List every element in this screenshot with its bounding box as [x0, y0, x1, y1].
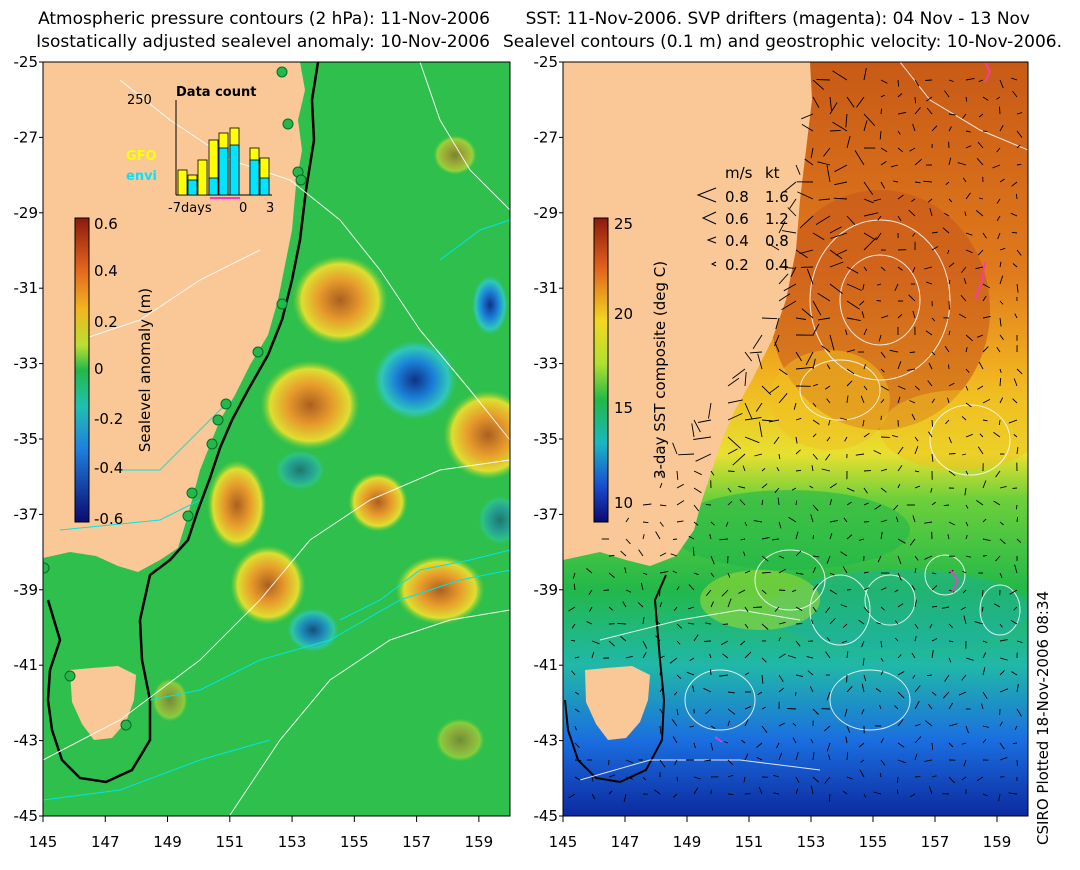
latitude-tick-label: -31: [14, 279, 39, 297]
velocity-legend-kt: 0.4: [765, 256, 789, 274]
longitude-tick-label: 145: [29, 833, 58, 851]
inset-y-tick: 250: [127, 93, 152, 108]
latitude-tick-label: -29: [14, 204, 39, 222]
tide-gauge-markers: [43, 66, 307, 731]
longitude-tick-label: 153: [797, 833, 826, 851]
latitude-tick-label: -39: [14, 581, 39, 599]
velocity-legend-kt: 1.2: [765, 210, 789, 228]
right-coast-line: [564, 574, 667, 784]
velocity-legend-ms: 0.8: [725, 188, 749, 206]
sst-contours-cyan: [43, 219, 510, 801]
velocity-legend-ms: 0.4: [725, 232, 749, 250]
latitude-tick-label: -35: [534, 430, 559, 448]
velocity-legend-kt: 1.6: [765, 188, 789, 206]
longitude-tick-label: 159: [983, 833, 1012, 851]
sla-tick: -0.2: [94, 410, 123, 428]
longitude-tick-label: 147: [91, 833, 120, 851]
velocity-legend-kt: 0.8: [765, 232, 789, 250]
longitude-tick-label: 155: [340, 833, 369, 851]
left-title-line1: Atmospheric pressure contours (2 hPa): 1…: [38, 9, 490, 29]
velocity-legend-header-kt: kt: [765, 164, 780, 182]
inset-x-tick-zero: 0: [239, 201, 247, 216]
left-land-mainland: [43, 62, 305, 572]
longitude-tick-label: 151: [215, 833, 244, 851]
left-title-line2: Isostatically adjusted sealevel anomaly:…: [36, 32, 490, 52]
sla-tick: 0.4: [94, 262, 118, 280]
left-map: [43, 62, 510, 816]
velocity-legend-header-ms: m/s: [725, 164, 753, 182]
drifter-tracks: [714, 62, 991, 743]
velocity-legend-ms: 0.6: [725, 210, 749, 228]
inset-bars: [177, 127, 270, 196]
latitude-tick-label: -43: [14, 732, 39, 750]
left-shelf-line: [46, 62, 320, 784]
longitude-tick-label: 149: [673, 833, 702, 851]
sla-tick: 0: [94, 360, 104, 378]
latitude-tick-label: -41: [14, 656, 39, 674]
left-title: Atmospheric pressure contours (2 hPa): 1…: [36, 9, 490, 52]
longitude-tick-label: 155: [859, 833, 888, 851]
data-count-inset: Data count 250 GFO envi -7days 0 3: [126, 85, 274, 216]
latitude-tick-label: -45: [534, 807, 559, 825]
longitude-tick-label: 149: [153, 833, 182, 851]
latitude-tick-label: -27: [14, 128, 39, 146]
longitude-tick-label: 145: [549, 833, 578, 851]
latitude-tick-label: -41: [534, 656, 559, 674]
pressure-contours: [43, 62, 510, 816]
latitude-tick-label: -31: [534, 279, 559, 297]
right-title-line2: Sealevel contours (0.1 m) and geostrophi…: [503, 32, 1062, 52]
right-longitude-ticks: 145 147 149 151 153 155 157 159: [549, 816, 1012, 851]
sst-tick: 15: [614, 399, 633, 417]
sla-tick: -0.6: [94, 510, 123, 528]
inset-title: Data count: [176, 85, 256, 100]
sla-tick: -0.4: [94, 459, 123, 477]
inset-legend-gfo: GFO: [126, 149, 157, 164]
sst-tick: 25: [614, 215, 633, 233]
sst-colorbar: 25 20 15 10 3-day SST composite (deg C): [593, 215, 669, 523]
velocity-legend-ms: 0.2: [725, 256, 749, 274]
right-map: [563, 62, 1028, 816]
longitude-tick-label: 153: [278, 833, 307, 851]
left-land-tasmania: [70, 666, 136, 740]
longitude-tick-label: 157: [921, 833, 950, 851]
longitude-tick-label: 151: [735, 833, 764, 851]
plot-footer: CSIRO Plotted 18-Nov-2006 08:34: [1034, 591, 1052, 845]
longitude-tick-label: 159: [465, 833, 494, 851]
velocity-legend: m/s kt 0.8 1.6 0.6 1.2 0.4 0.8 0.2 0.4: [696, 164, 789, 274]
right-title-line1: SST: 11-Nov-2006. SVP drifters (magenta)…: [526, 9, 1030, 29]
latitude-tick-label: -27: [534, 128, 559, 146]
sealevel-colorbar: 0.6 0.4 0.2 0 -0.2 -0.4 -0.6 Sealevel an…: [74, 215, 154, 528]
latitude-tick-label: -37: [14, 505, 39, 523]
latitude-tick-label: -25: [534, 53, 559, 71]
sla-tick: 0.6: [94, 215, 118, 233]
latitude-tick-label: -33: [14, 355, 39, 373]
left-longitude-ticks: 145 147 149 151 153 155 157 159: [29, 816, 494, 851]
geostrophic-velocity-vectors: [568, 67, 1023, 802]
latitude-tick-label: -35: [14, 430, 39, 448]
sst-tick: 10: [614, 494, 633, 512]
right-title: SST: 11-Nov-2006. SVP drifters (magenta)…: [503, 9, 1062, 52]
left-latitude-ticks: -25 -27 -29 -31 -33 -35 -37 -39 -41 -43 -45: [14, 53, 43, 825]
latitude-tick-label: -29: [534, 204, 559, 222]
sst-colorbar-label: 3-day SST composite (deg C): [651, 261, 669, 479]
longitude-tick-label: 147: [611, 833, 640, 851]
sla-colorbar-label: Sealevel anomaly (m): [136, 288, 154, 452]
right-land-tasmania: [585, 666, 650, 740]
right-latitude-ticks: -25 -27 -29 -31 -33 -35 -37 -39 -41 -43 -45: [534, 53, 563, 825]
sla-tick: 0.2: [94, 313, 118, 331]
latitude-tick-label: -25: [14, 53, 39, 71]
latitude-tick-label: -39: [534, 581, 559, 599]
sst-tick: 20: [614, 305, 633, 323]
latitude-tick-label: -33: [534, 355, 559, 373]
inset-x-tick-end: 3: [266, 201, 274, 216]
right-land-mainland: [563, 62, 812, 566]
latitude-tick-label: -43: [534, 732, 559, 750]
latitude-tick-label: -37: [534, 505, 559, 523]
inset-legend-envi: envi: [126, 169, 157, 184]
inset-x-tick-start: -7days: [168, 201, 212, 216]
longitude-tick-label: 157: [402, 833, 431, 851]
latitude-tick-label: -45: [14, 807, 39, 825]
